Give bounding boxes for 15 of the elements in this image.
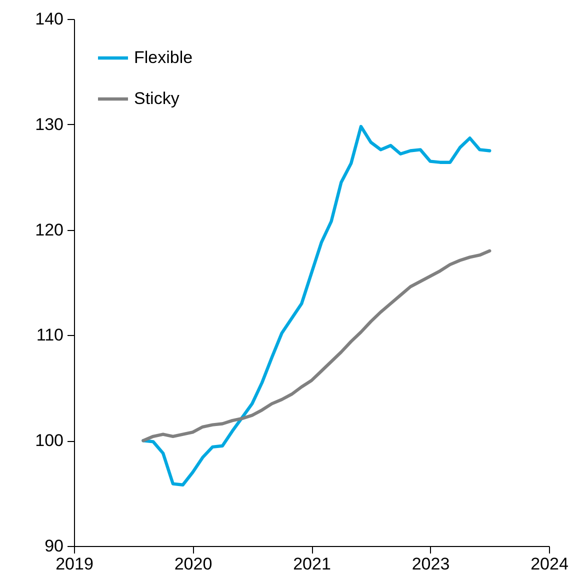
legend-label: Flexible — [134, 48, 193, 67]
y-tick-label: 90 — [44, 536, 64, 556]
x-tick-label: 2020 — [174, 554, 212, 574]
line-series — [142, 124, 492, 486]
y-tick-label: 110 — [36, 326, 64, 345]
x-tick-label: 2024 — [530, 554, 568, 574]
x-tick-label: 2019 — [56, 554, 94, 574]
x-tick-label: 2021 — [293, 554, 331, 574]
y-tick-label: 130 — [35, 114, 64, 134]
y-tick-label: 120 — [35, 220, 64, 240]
legend-label: Sticky — [134, 89, 180, 108]
y-tick-label: 140 — [35, 10, 64, 28]
y-tick-label: 100 — [35, 431, 64, 450]
x-tick-label: 2023 — [412, 554, 450, 574]
line-series — [142, 249, 492, 442]
